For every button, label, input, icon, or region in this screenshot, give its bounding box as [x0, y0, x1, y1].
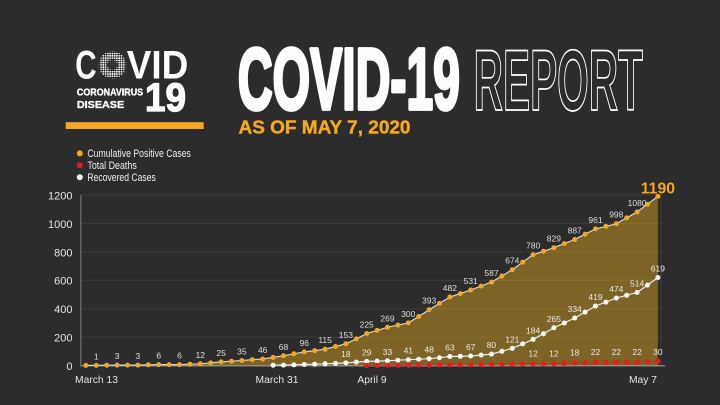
svg-text:DISEASE: DISEASE — [77, 100, 125, 111]
svg-text:334: 334 — [568, 304, 582, 314]
svg-text:121: 121 — [505, 334, 519, 344]
svg-text:80: 80 — [487, 340, 497, 350]
svg-text:674: 674 — [505, 256, 519, 266]
svg-text:41: 41 — [404, 346, 414, 356]
svg-text:18: 18 — [570, 347, 580, 357]
svg-text:35: 35 — [237, 347, 247, 357]
svg-text:18: 18 — [341, 349, 351, 359]
svg-text:March 31: March 31 — [256, 375, 299, 386]
svg-text:3: 3 — [136, 351, 141, 361]
svg-text:AS OF MAY 7, 2020: AS OF MAY 7, 2020 — [239, 116, 411, 137]
svg-text:Cumulative Positive Cases: Cumulative Positive Cases — [87, 148, 191, 160]
svg-text:6: 6 — [177, 351, 182, 361]
svg-text:CORONAVIRUS: CORONAVIRUS — [77, 88, 143, 99]
svg-text:12: 12 — [528, 348, 538, 358]
svg-text:Total Deaths: Total Deaths — [87, 160, 137, 172]
svg-text:46: 46 — [258, 345, 268, 355]
svg-text:1200: 1200 — [48, 191, 72, 203]
svg-text:COVID-19: COVID-19 — [238, 31, 460, 128]
svg-text:25: 25 — [216, 348, 226, 358]
svg-text:600: 600 — [54, 276, 72, 288]
svg-text:May 7: May 7 — [629, 375, 657, 386]
svg-text:3: 3 — [115, 351, 120, 361]
svg-text:115: 115 — [318, 335, 332, 345]
svg-text:67: 67 — [466, 342, 476, 352]
svg-text:96: 96 — [300, 338, 310, 348]
svg-text:587: 587 — [484, 268, 498, 278]
svg-text:Recovered Cases: Recovered Cases — [87, 172, 156, 184]
svg-text:0: 0 — [66, 361, 72, 373]
svg-text:225: 225 — [360, 320, 374, 330]
svg-text:12: 12 — [549, 348, 559, 358]
svg-text:April 9: April 9 — [357, 375, 386, 386]
svg-text:265: 265 — [547, 314, 561, 324]
svg-text:184: 184 — [526, 325, 540, 335]
svg-text:6: 6 — [156, 351, 161, 361]
svg-text:531: 531 — [464, 276, 478, 286]
svg-text:30: 30 — [653, 347, 663, 357]
svg-text:1: 1 — [94, 351, 99, 361]
svg-text:200: 200 — [54, 333, 72, 345]
svg-text:514: 514 — [630, 279, 644, 289]
svg-text:300: 300 — [401, 309, 415, 319]
svg-text:393: 393 — [422, 296, 436, 306]
svg-text:780: 780 — [526, 241, 540, 251]
svg-text:REPORT: REPORT — [474, 33, 643, 129]
svg-text:C: C — [75, 43, 96, 87]
svg-text:800: 800 — [54, 247, 72, 259]
svg-text:48: 48 — [424, 345, 434, 355]
svg-text:961: 961 — [588, 215, 602, 225]
svg-text:1080: 1080 — [628, 198, 647, 208]
svg-text:269: 269 — [380, 313, 394, 323]
svg-text:63: 63 — [445, 343, 455, 353]
svg-text:19: 19 — [145, 76, 186, 120]
svg-text:887: 887 — [568, 226, 582, 236]
svg-text:12: 12 — [196, 350, 206, 360]
svg-text:998: 998 — [609, 210, 623, 220]
svg-text:482: 482 — [443, 283, 457, 293]
svg-text:829: 829 — [547, 234, 561, 244]
svg-text:33: 33 — [383, 347, 393, 357]
svg-text:619: 619 — [651, 264, 665, 274]
svg-text:153: 153 — [339, 330, 353, 340]
svg-text:VID: VID — [127, 43, 189, 87]
svg-text:22: 22 — [632, 347, 642, 357]
svg-text:419: 419 — [588, 292, 602, 302]
svg-text:68: 68 — [279, 342, 289, 352]
svg-text:474: 474 — [609, 284, 623, 294]
svg-text:400: 400 — [54, 304, 72, 316]
svg-text:22: 22 — [591, 347, 601, 357]
svg-text:1190: 1190 — [641, 180, 675, 197]
svg-text:29: 29 — [362, 347, 372, 357]
svg-text:22: 22 — [612, 347, 622, 357]
svg-text:March 13: March 13 — [75, 375, 118, 386]
svg-text:1000: 1000 — [48, 219, 72, 231]
